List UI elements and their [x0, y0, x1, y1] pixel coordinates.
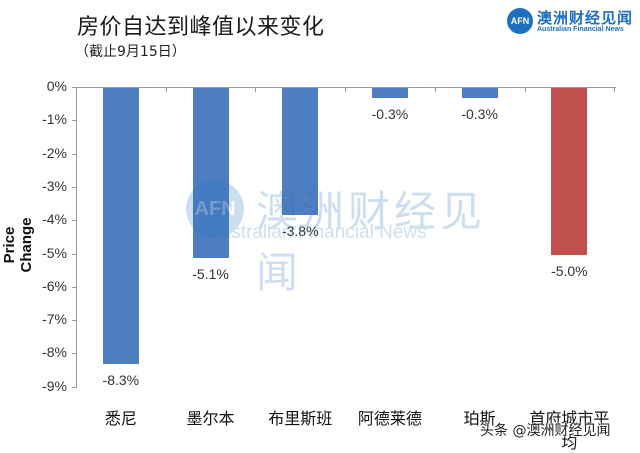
x-tick-mark [614, 87, 616, 92]
brand-logo: AFN 澳洲财经见闻 Australian Financial News [507, 8, 637, 36]
y-tick-label: -2% [42, 144, 67, 161]
y-tick-mark [72, 286, 77, 288]
bar [371, 88, 408, 98]
bar-value-label: -8.3% [102, 372, 140, 389]
y-tick-label: -4% [42, 211, 67, 228]
y-tick-label: -8% [42, 344, 67, 361]
x-tick-mark [165, 87, 167, 92]
y-tick-mark [72, 186, 77, 188]
x-tick-mark [524, 87, 526, 92]
bar [192, 88, 229, 258]
x-tick-mark [255, 87, 257, 92]
x-category-label: 首府城市平均 [529, 409, 610, 452]
y-tick-mark [72, 320, 77, 322]
bar-value-label: -5.1% [192, 265, 229, 282]
y-tick-mark [72, 220, 77, 222]
y-tick-label: -9% [42, 377, 67, 394]
y-tick-label: 0% [46, 78, 67, 94]
chart-title: 房价自达到峰值以来变化 [77, 15, 325, 40]
x-category-label: 布里斯班 [268, 409, 333, 428]
x-category-label: 阿德莱德 [357, 409, 422, 428]
bar-value-label: -3.8% [281, 222, 319, 239]
bar-value-label: -0.3% [371, 105, 409, 122]
logo-name-cn: 澳洲财经见闻 [537, 9, 634, 27]
x-tick-mark [434, 87, 436, 92]
y-tick-mark [72, 153, 77, 155]
bar-value-label: -5.0% [551, 262, 588, 279]
bar [282, 88, 319, 215]
afn-logo-icon: AFN [507, 8, 533, 34]
y-tick-label: -6% [42, 277, 67, 294]
y-tick-label: -7% [42, 311, 67, 328]
bar [461, 88, 498, 98]
y-tick-label: -1% [42, 111, 67, 128]
chart-subtitle: （截止9月15日） [75, 44, 186, 60]
y-tick-label: -5% [42, 244, 67, 261]
y-tick-mark [72, 353, 77, 355]
logo-name-en: Australian Financial News [537, 26, 624, 33]
x-category-label: 墨尔本 [186, 409, 235, 428]
bar-value-label: -0.3% [461, 105, 498, 122]
y-axis-line [76, 87, 77, 387]
bar [102, 88, 139, 365]
bar [551, 88, 588, 255]
x-tick-mark [76, 87, 77, 92]
x-category-label: 悉尼 [104, 409, 137, 428]
y-tick-mark [72, 253, 77, 255]
x-category-label: 珀斯 [463, 409, 496, 428]
y-tick-mark [72, 386, 77, 388]
y-tick-mark [72, 120, 77, 122]
x-tick-mark [345, 87, 347, 92]
y-tick-label: -3% [42, 177, 67, 194]
footer-credit: 头条 @澳洲财经见闻 [480, 423, 611, 439]
y-tick-mark [72, 87, 77, 88]
